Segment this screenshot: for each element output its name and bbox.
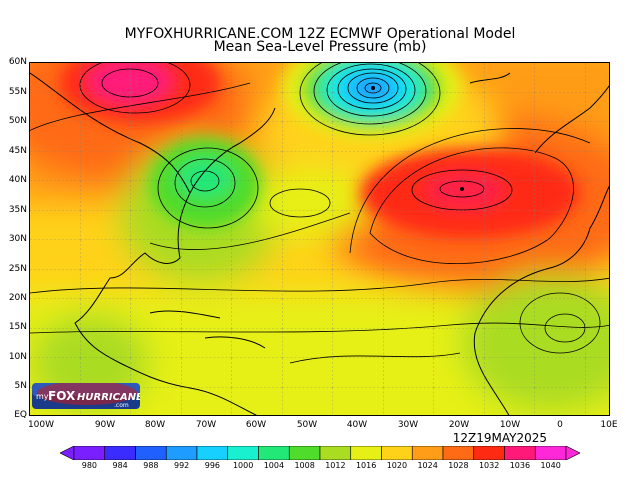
- colorbar-low-arrow: [60, 446, 75, 460]
- logo-brand: FOX: [48, 389, 76, 403]
- logo-graphic: my FOX HURRICANE .com: [32, 381, 143, 409]
- colorbar-label: 1024: [417, 461, 438, 470]
- high-center-marker: [460, 187, 464, 191]
- lat-label-50n: 50N: [8, 116, 27, 126]
- colorbar-label: 1036: [509, 461, 531, 470]
- logo-suffix: .com: [114, 402, 129, 409]
- logo-prefix: my: [36, 392, 49, 401]
- colorbar-swatch: [73, 446, 106, 460]
- colorbar-swatch: [411, 446, 444, 460]
- colorbar-swatch: [227, 446, 259, 460]
- colorbar-label: 1008: [294, 461, 315, 470]
- lat-label-10n: 10N: [8, 352, 27, 362]
- lat-label-40n: 40N: [8, 175, 27, 185]
- lon-label-60w: 60W: [245, 420, 267, 430]
- lat-label-20n: 20N: [8, 293, 27, 303]
- colorbar-high-arrow: [565, 446, 580, 460]
- lat-label-30n: 30N: [8, 234, 27, 244]
- lat-label-25n: 25N: [8, 264, 27, 274]
- lat-label-5n: 5N: [14, 381, 27, 391]
- colorbar-swatch: [350, 446, 382, 460]
- lat-label-15n: 15N: [8, 322, 27, 332]
- colorbar-swatch: [196, 446, 229, 460]
- low-center-marker: [371, 86, 375, 90]
- colorbar-label: 1020: [386, 461, 408, 470]
- colorbar-label: 984: [112, 461, 128, 470]
- colorbar-swatch: [104, 446, 136, 460]
- colorbar-swatch: [504, 446, 536, 460]
- map-title: MYFOXHURRICANE.COM 12Z ECMWF Operational…: [124, 26, 516, 42]
- pressure-map: [29, 62, 610, 416]
- colorbar-swatch: [381, 446, 413, 460]
- colorbar-swatch: [473, 446, 505, 460]
- lon-label-50w: 50W: [296, 420, 318, 430]
- colorbar-label: 1012: [325, 461, 346, 470]
- colorbar-label: 992: [173, 461, 190, 470]
- colorbar-label: 1028: [448, 461, 469, 470]
- pressure-field: [30, 63, 609, 415]
- myfoxhurricane-logo: my FOX HURRICANE .com: [32, 381, 143, 409]
- logo-name: HURRICANE: [77, 392, 140, 403]
- lat-label-55n: 55N: [8, 87, 27, 97]
- lat-lon-grid: [30, 63, 609, 415]
- colorbar-label: 1032: [478, 461, 500, 470]
- colorbar-swatch: [534, 446, 567, 460]
- colorbar-label: 996: [204, 461, 221, 470]
- lon-label-10w: 10W: [499, 420, 521, 430]
- lon-label-70w: 70W: [195, 420, 217, 430]
- colorbar-label: 1004: [263, 461, 285, 470]
- lat-label-60n: 60N: [8, 57, 27, 67]
- colorbar-label: 980: [81, 461, 98, 470]
- lon-label-40w: 40W: [346, 420, 368, 430]
- colorbar-swatch: [319, 446, 352, 460]
- colorbar-label: 988: [143, 461, 159, 470]
- colorbar-swatch: [288, 446, 321, 460]
- colorbar-swatch: [135, 446, 167, 460]
- colorbar-swatch: [165, 446, 198, 460]
- lon-label-10e: 10E: [600, 420, 618, 430]
- colorbar-swatch: [442, 446, 475, 460]
- lat-label-eq: EQ: [14, 410, 27, 420]
- lon-label-100w: 100W: [27, 420, 55, 430]
- colorbar-label: 1040: [540, 461, 561, 470]
- colorbar-label: 1016: [355, 461, 377, 470]
- valid-time: 12Z19MAY2025: [452, 431, 547, 445]
- lon-label-30w: 30W: [397, 420, 419, 430]
- lon-label-20w: 20W: [448, 420, 470, 430]
- lon-label-90w: 90W: [94, 420, 116, 430]
- lat-label-45n: 45N: [8, 146, 27, 156]
- colorbar-swatch: [258, 446, 290, 460]
- map-subtitle: Mean Sea-Level Pressure (mb): [213, 39, 427, 55]
- pressure-colorbar: [60, 446, 580, 460]
- lon-label-0: 0: [557, 420, 563, 430]
- lon-label-80w: 80W: [144, 420, 166, 430]
- colorbar-label: 1000: [232, 461, 254, 470]
- lat-label-35n: 35N: [8, 205, 27, 215]
